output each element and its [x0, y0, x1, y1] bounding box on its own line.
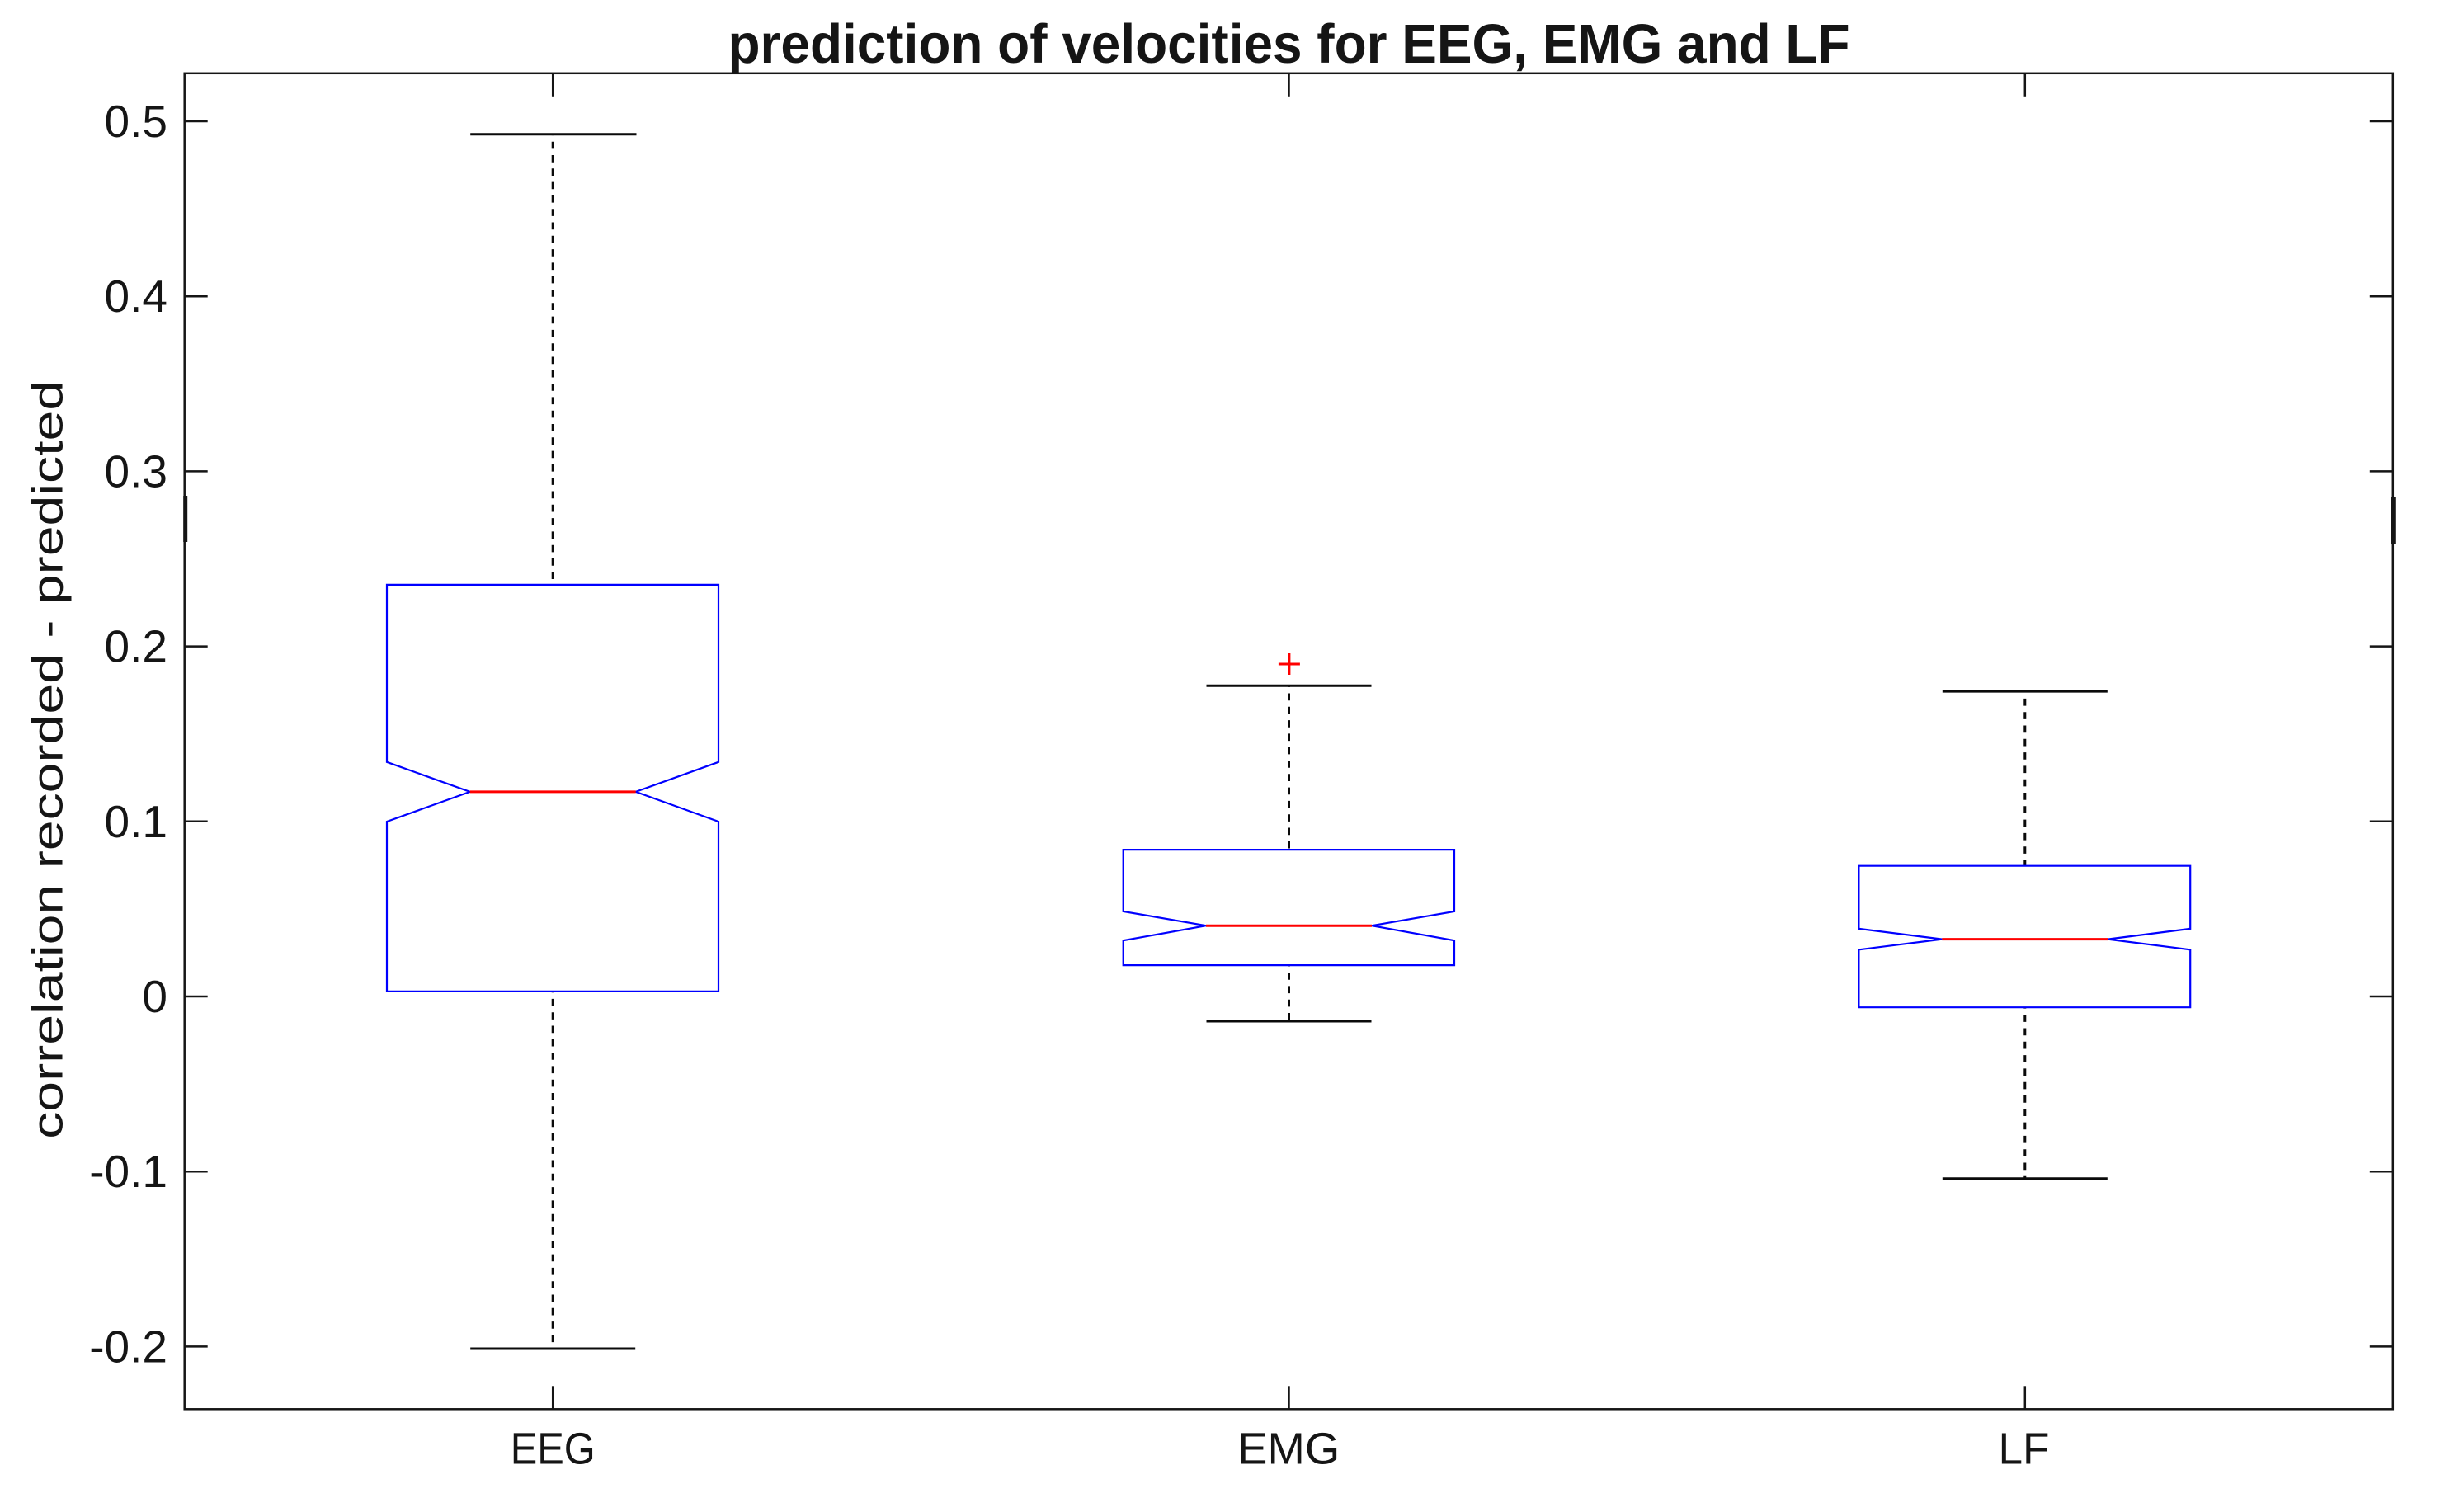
svg-text:0: 0 — [142, 971, 167, 1022]
svg-text:0.1: 0.1 — [105, 796, 167, 847]
svg-text:correlation recorded - predict: correlation recorded - predicted — [24, 380, 72, 1139]
svg-text:LF: LF — [1999, 1425, 2050, 1474]
svg-text:EMG: EMG — [1237, 1425, 1340, 1474]
svg-text:0.2: 0.2 — [105, 621, 167, 672]
svg-text:0.4: 0.4 — [105, 271, 167, 322]
svg-text:0.5: 0.5 — [105, 96, 167, 147]
svg-text:prediction of velocities for E: prediction of velocities for EEG, EMG an… — [728, 13, 1850, 75]
svg-text:0.3: 0.3 — [105, 445, 167, 497]
svg-text:-0.2: -0.2 — [89, 1321, 167, 1372]
svg-text:-0.1: -0.1 — [89, 1146, 167, 1197]
svg-text:EEG: EEG — [511, 1425, 596, 1474]
